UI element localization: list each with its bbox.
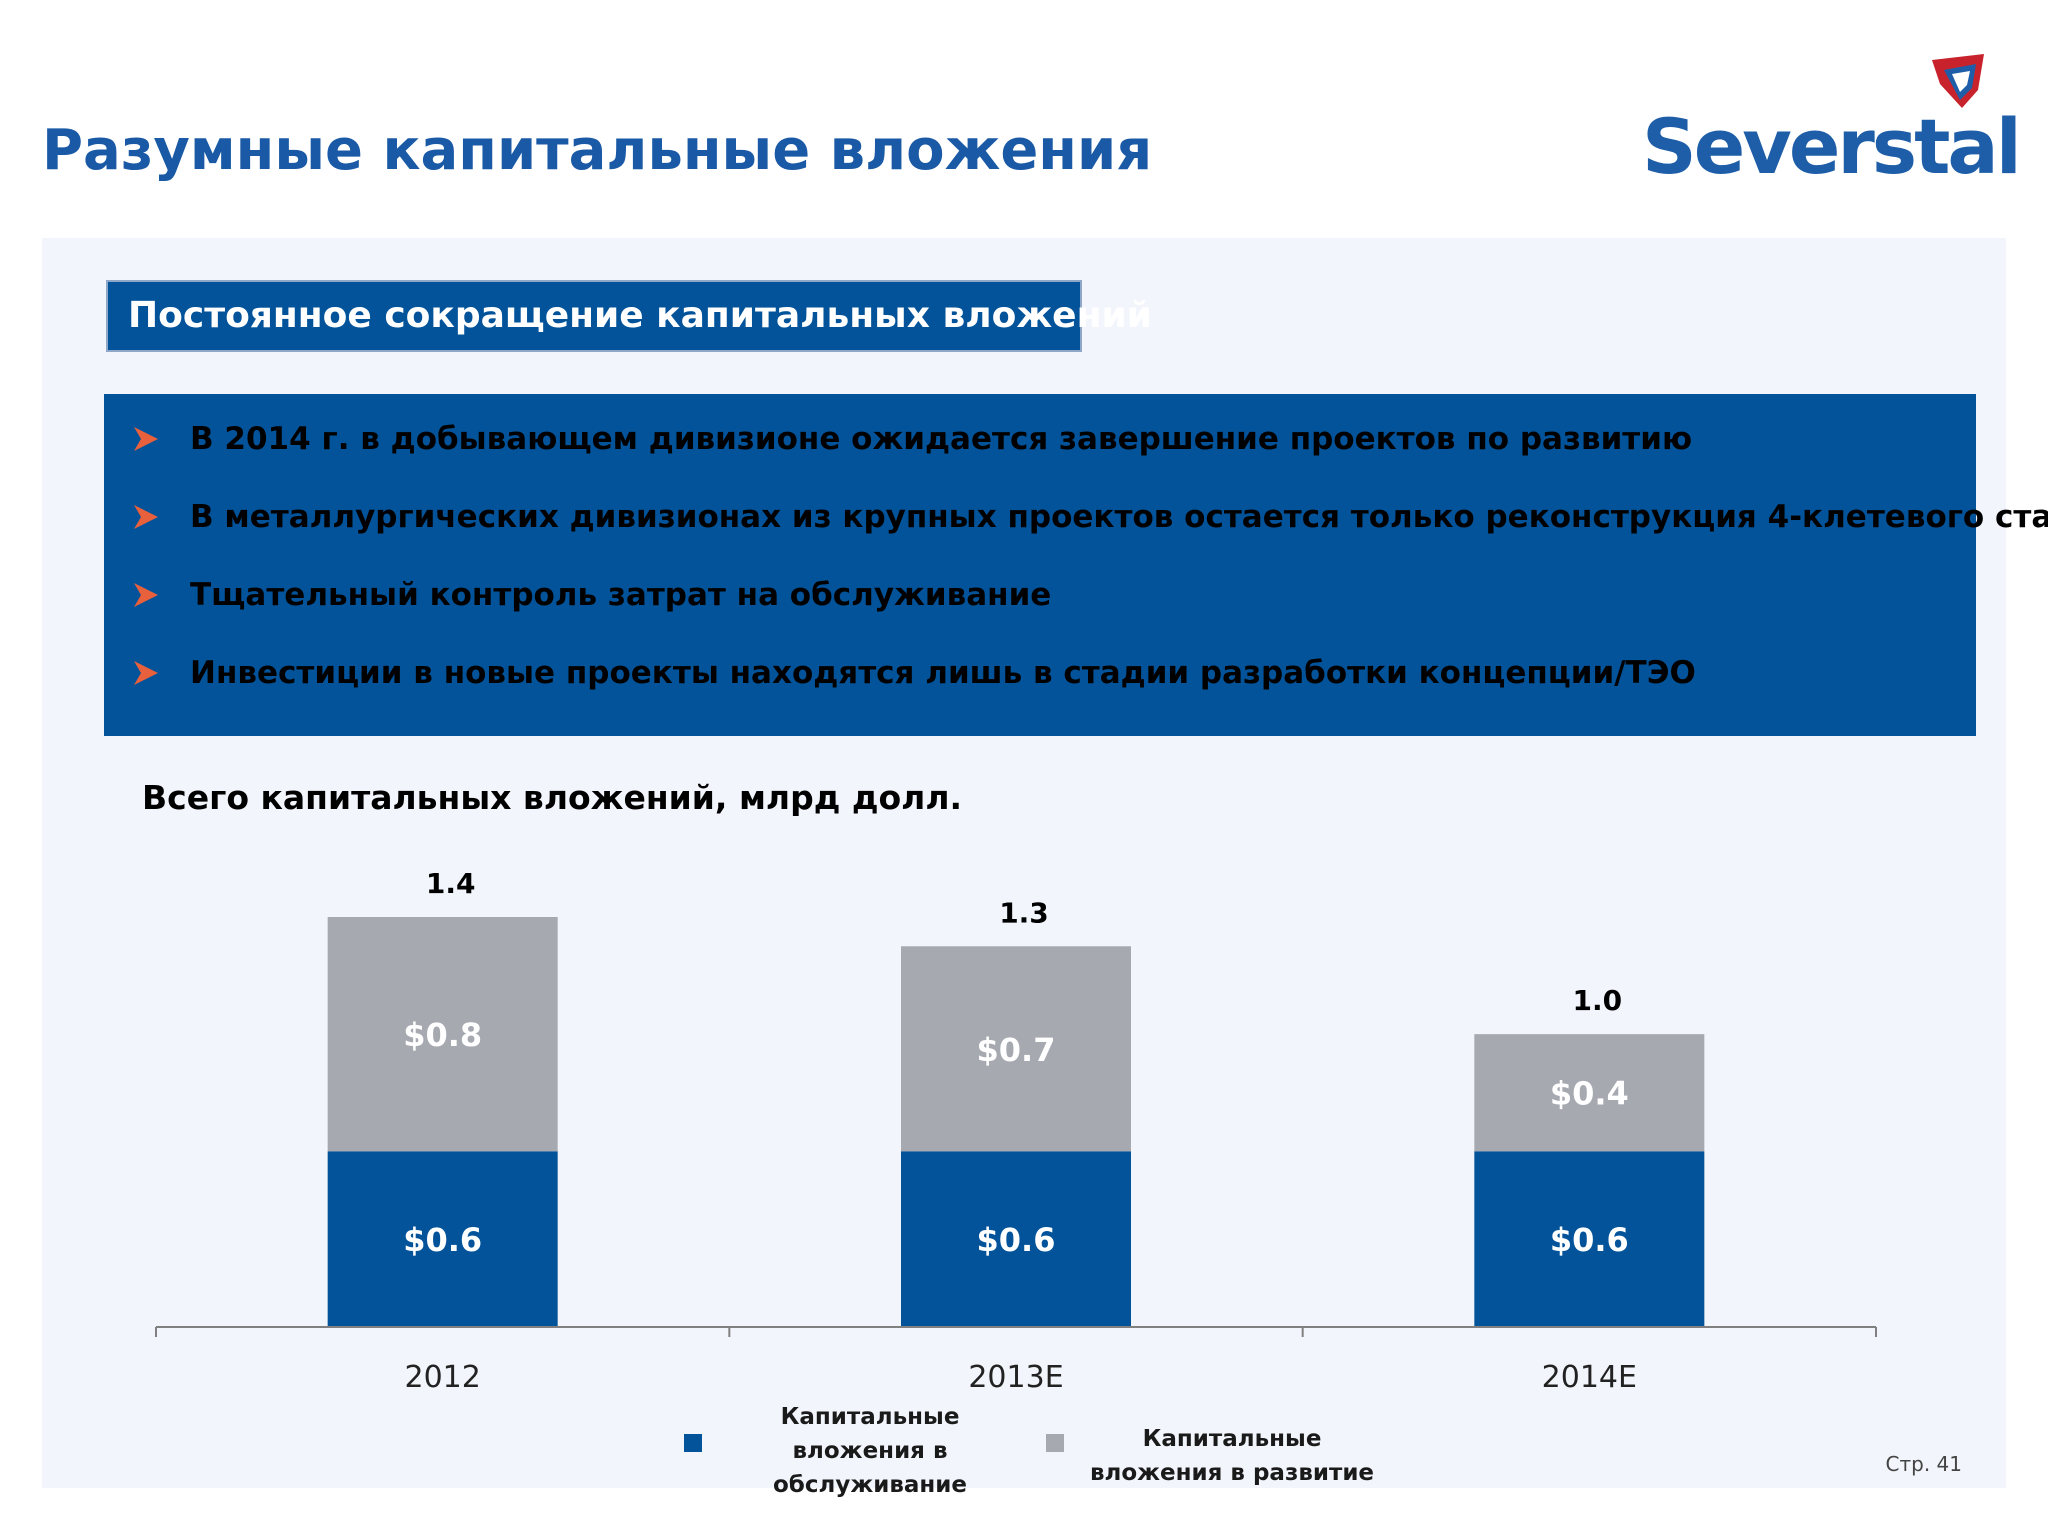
bar-value-label: $0.6	[1550, 1221, 1629, 1259]
bullet-text: Тщательный контроль затрат на обслуживан…	[190, 577, 1052, 613]
arrow-bullet-icon	[134, 427, 158, 451]
arrow-bullet-icon	[134, 505, 158, 529]
bar-value-label: $0.4	[1550, 1075, 1629, 1113]
bar-value-label: $0.7	[977, 1031, 1056, 1069]
legend-label: Капитальные вложения в обслуживание	[773, 1404, 967, 1498]
page-title: Разумные капитальные вложения	[42, 118, 1153, 183]
legend-label: Капитальные вложения в развитие	[1090, 1426, 1374, 1486]
legend-swatch	[684, 1434, 702, 1452]
bullet-text: Инвестиции в новые проекты находятся лиш…	[190, 655, 1696, 691]
total-label: 1.3	[999, 896, 1049, 929]
total-label: 1.0	[1573, 984, 1623, 1017]
bar-maintenance-2013E	[901, 1151, 1131, 1327]
legend-swatch	[1046, 1434, 1064, 1452]
company-logo: Severstal	[1630, 50, 2022, 200]
logo-text: Severstal	[1642, 102, 2022, 191]
bar-value-label: $0.8	[403, 1016, 482, 1054]
chart-title: Всего капитальных вложений, млрд долл.	[142, 778, 963, 817]
bar-development-2014E	[1474, 1034, 1705, 1152]
bullet-item: Инвестиции в новые проекты находятся лиш…	[104, 648, 1976, 698]
bar-maintenance-2014E	[1474, 1151, 1705, 1327]
bullet-item: Тщательный контроль затрат на обслуживан…	[104, 570, 1976, 620]
x-tick-label: 2013E	[968, 1360, 1063, 1395]
arrow-bullet-icon	[134, 583, 158, 607]
x-tick-label: 2012	[404, 1360, 480, 1395]
section-title: Постоянное сокращение капитальных вложен…	[106, 280, 1152, 352]
bar-maintenance-2012	[327, 1151, 558, 1327]
bar-value-label: $0.6	[403, 1221, 482, 1259]
bar-development-2013E	[901, 946, 1131, 1152]
severstal-logo-icon	[1932, 54, 1984, 108]
arrow-bullet-icon	[134, 661, 158, 685]
page-number: Стр. 41	[1885, 1452, 1962, 1476]
bullet-item: В металлургических дивизионах из крупных…	[104, 492, 2048, 542]
bar-development-2012	[327, 917, 558, 1152]
bullet-text: В 2014 г. в добывающем дивизионе ожидает…	[190, 421, 1693, 457]
bar-value-label: $0.6	[977, 1221, 1056, 1259]
total-label: 1.4	[426, 867, 476, 900]
bullet-text: В металлургических дивизионах из крупных…	[190, 499, 2048, 535]
bullet-item: В 2014 г. в добывающем дивизионе ожидает…	[104, 414, 1976, 464]
x-tick-label: 2014E	[1542, 1360, 1637, 1395]
bullet-list: В 2014 г. в добывающем дивизионе ожидает…	[104, 394, 2048, 736]
